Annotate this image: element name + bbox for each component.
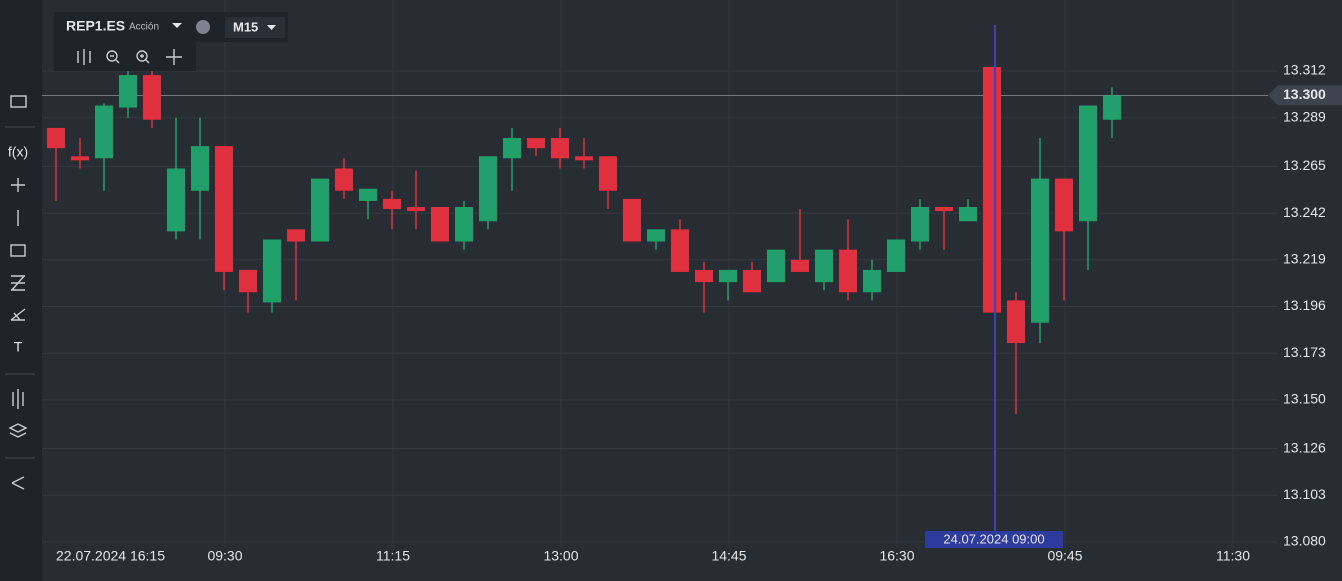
candle-body [407,207,425,212]
candle-body [887,239,905,272]
candle-body [935,207,953,212]
candle-body [191,146,209,191]
y-tick-label: 13.150 [1283,391,1326,407]
y-tick-label: 13.265 [1283,157,1326,173]
x-tick-label: 11:15 [376,548,410,564]
tool-crosshair[interactable] [11,178,25,192]
tool-window[interactable] [10,95,27,108]
candle-body [983,66,1001,313]
candle-body [743,269,761,293]
symbol-dropdown[interactable] [172,23,182,28]
candle-body [287,229,305,242]
tool-text[interactable]: T [14,339,23,355]
crosshair-label: 24.07.2024 09:00 [943,531,1044,546]
x-tick-label: 16:30 [879,548,914,564]
candle-body [1055,178,1073,232]
info-icon[interactable] [196,20,210,34]
candle-body [47,127,65,149]
candle-body [215,146,233,272]
timeframe-dropdown[interactable] [267,25,276,30]
x-tick-label: 22.07.2024 16:15 [56,548,165,564]
y-tick-label: 13.312 [1283,62,1326,78]
candle-body [839,249,857,293]
timeframe-box[interactable] [225,17,285,38]
tool-rect[interactable] [10,244,26,257]
candle-body [1103,95,1121,120]
crosshair-label-box [925,531,1063,548]
candle-body [239,269,257,293]
candle-body [959,207,977,222]
last-price-label: 13.300 [1283,86,1326,102]
candle-body [1031,178,1049,323]
pan[interactable] [166,49,182,65]
candle-body [359,188,377,201]
candle-body [815,249,833,283]
candle-body [1007,300,1025,344]
tool-layers[interactable] [8,423,28,438]
y-tick-label: 13.289 [1283,108,1326,124]
candle-body [527,138,545,149]
candle-body [455,207,473,242]
candle-body [791,259,809,272]
plot: 13.080 13.103 13.126 13.150 13.173 13.196 13.2… [42,0,1342,564]
candle-body [503,138,521,159]
y-tick-label: 13.080 [1283,533,1326,549]
candle-body [71,156,89,161]
tool-function[interactable]: f(x) [8,144,28,160]
x-tick-label: 13:00 [543,548,578,564]
zoom-out[interactable] [106,50,118,62]
x-tick-label: 11:30 [1216,548,1250,564]
y-tick-label: 13.242 [1283,204,1326,220]
candle-body [95,105,113,159]
y-tick-label: 13.173 [1283,344,1326,360]
timeframe[interactable]: M15 [233,19,258,34]
zoom-in[interactable] [136,50,148,62]
tool-share[interactable] [11,476,25,490]
candle-body [863,269,881,293]
candle-body [143,75,161,120]
candle-body [695,269,713,283]
x-tick-label: 09:30 [207,548,242,564]
y-tick-label: 13.219 [1283,250,1326,266]
tool-gann[interactable] [10,308,26,321]
x-tick-label: 09:45 [1047,548,1082,564]
candle-body [167,168,185,232]
candle-body [1079,105,1097,222]
candle-body [431,207,449,242]
candle-body [767,249,785,283]
candle-body [119,75,137,108]
candle-body [911,207,929,242]
candle-body [719,269,737,283]
y-tick-label: 13.126 [1283,439,1326,455]
candle-body [383,198,401,210]
y-tick-label: 13.103 [1283,486,1326,502]
tool-indicators[interactable] [12,389,24,409]
candle-type[interactable] [77,49,91,65]
candle-body [575,156,593,161]
y-tick-label: 13.196 [1283,297,1326,313]
candle-body [263,239,281,303]
candle-body [479,156,497,222]
candle-body [671,229,689,272]
candle-body [599,156,617,191]
candle-body [623,198,641,242]
candle-body [647,229,665,242]
x-tick-label: 14:45 [711,548,746,564]
tool-fib[interactable] [11,275,25,291]
symbol[interactable]: REP1.ES [66,18,125,34]
candle-body [311,178,329,242]
zoom-in-glyph [140,54,150,64]
zoom-out-glyph [110,55,120,64]
candle-body [335,168,353,191]
instrument-box: REP1.ES Acción M15 [54,12,288,71]
candle-body [551,138,569,159]
instrument-kind: Acción [129,22,159,33]
side-tools: f(x) T [5,95,35,490]
last-price-tag [1268,85,1342,106]
